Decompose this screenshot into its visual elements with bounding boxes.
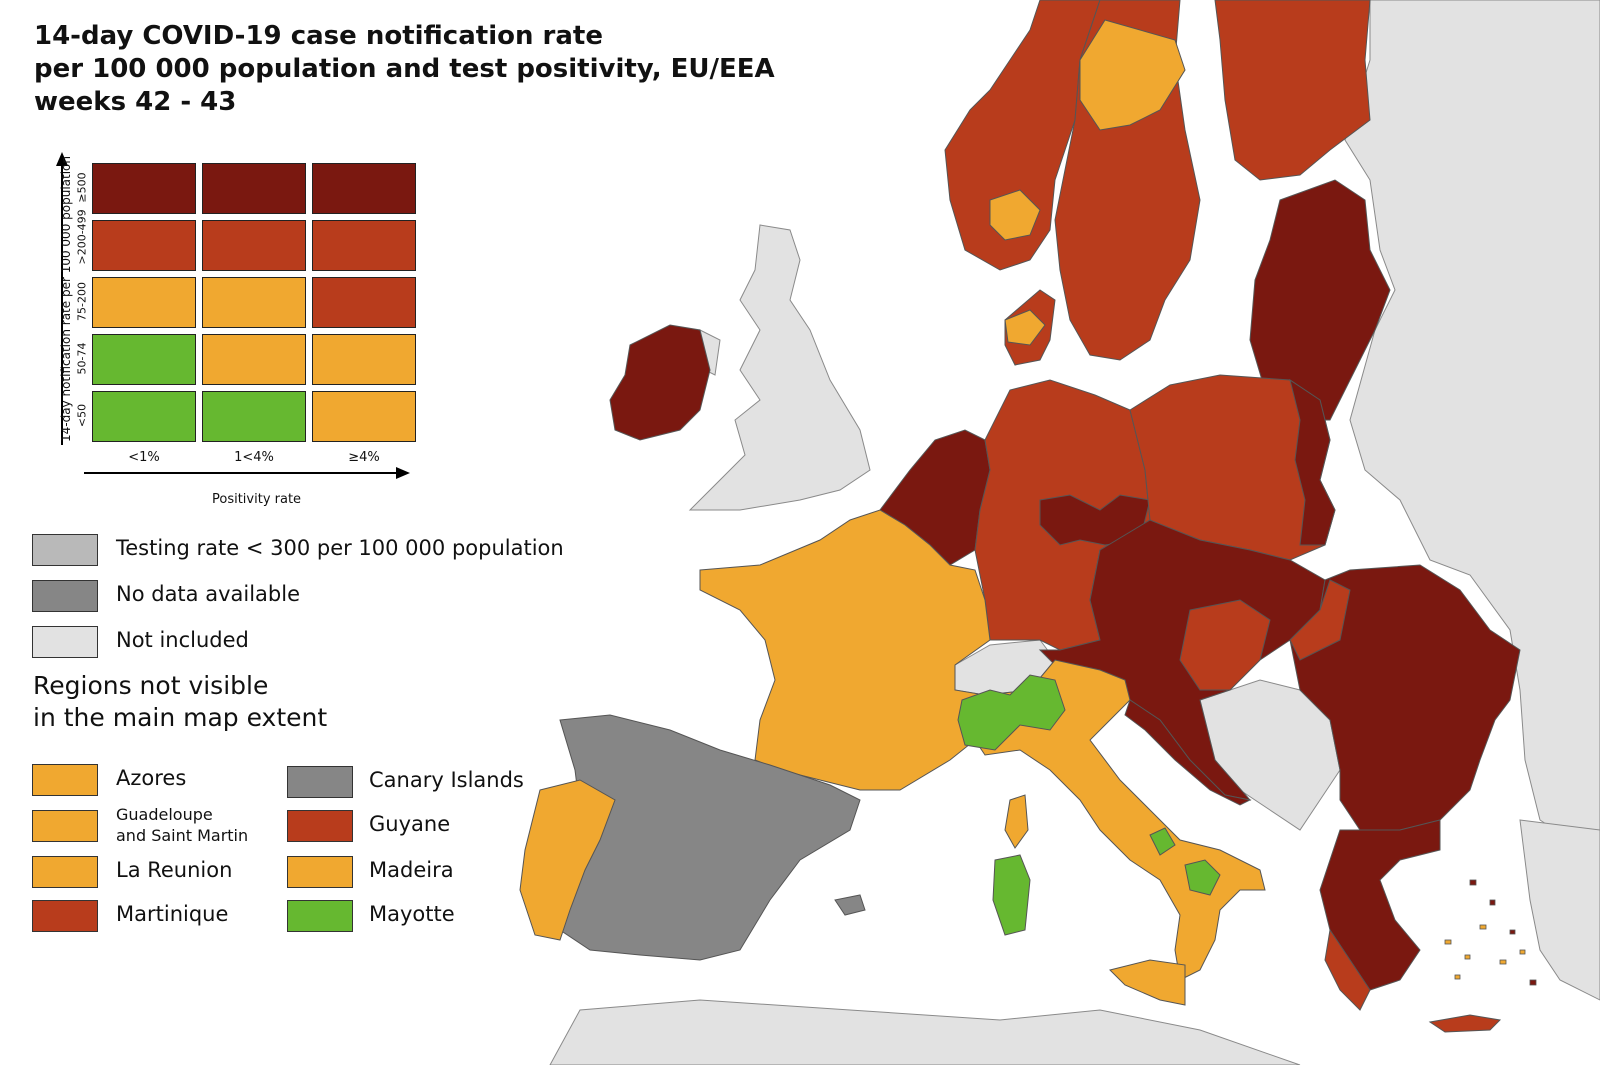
- sweden-orange-region: [1079, 19, 1186, 131]
- region-guadeloupe: Guadeloupe and Saint Martin: [116, 804, 248, 846]
- matrix-cell: [92, 277, 196, 328]
- matrix-cell: [202, 277, 306, 328]
- turkey-not-included: [1519, 819, 1600, 1001]
- swatch-guadeloupe: [32, 810, 98, 842]
- matrix-cell: [92, 391, 196, 442]
- swatch-low-testing: [32, 534, 98, 566]
- swatch-azores: [32, 764, 98, 796]
- romania-bulgaria: [1289, 564, 1521, 831]
- finland: [1214, 0, 1371, 181]
- matrix-row-label: ≥500: [75, 172, 89, 203]
- matrix-y-axis-title: 14-day notification rate per 100 000 pop…: [59, 156, 73, 443]
- region-azores: Azores: [116, 766, 187, 790]
- matrix-row-label: <50: [75, 403, 89, 428]
- ireland: [609, 324, 711, 441]
- matrix-cell: [312, 391, 416, 442]
- matrix-axes: [56, 152, 410, 479]
- map-title: 14-day COVID-19 case notification rate p…: [34, 20, 775, 119]
- legend-low-testing: Testing rate < 300 per 100 000 populatio…: [116, 536, 564, 560]
- risk-matrix: ≥500 >200-499 75-200 50-74 <50 <1% 1<4% ≥4%: [76, 163, 424, 465]
- region-mayotte: Mayotte: [369, 902, 455, 926]
- matrix-col-label: 1<4%: [234, 450, 274, 465]
- matrix-cell: [92, 163, 196, 214]
- matrix-row-label: >200-499: [75, 209, 89, 265]
- matrix-cell: [312, 163, 416, 214]
- sicily: [1109, 959, 1186, 1006]
- east-not-included: [1344, 0, 1600, 861]
- matrix-col-label: ≥4%: [348, 450, 380, 465]
- matrix-row-label: 50-74: [75, 342, 89, 375]
- region-martinique: Martinique: [116, 902, 229, 926]
- title-line-2: per 100 000 population and test positivi…: [34, 54, 775, 84]
- italy-green-north: [957, 674, 1066, 751]
- regions-heading-line-2: in the main map extent: [33, 703, 328, 732]
- swatch-madeira: [287, 856, 353, 888]
- hungary-red: [1179, 599, 1271, 691]
- baltics: [1249, 179, 1391, 421]
- portugal: [519, 779, 616, 941]
- matrix-cell: [92, 220, 196, 271]
- swatch-not-included: [32, 626, 98, 658]
- region-guyane: Guyane: [369, 812, 451, 836]
- balearics: [834, 894, 866, 916]
- sardinia: [992, 854, 1031, 936]
- legend-no-data: No data available: [116, 582, 300, 606]
- matrix-cell: [312, 334, 416, 385]
- swatch-la-reunion: [32, 856, 98, 888]
- swatch-canary-islands: [287, 766, 353, 798]
- title-line-3: weeks 42 - 43: [34, 87, 237, 117]
- swatch-martinique: [32, 900, 98, 932]
- matrix-cell: [312, 277, 416, 328]
- matrix-cell: [92, 334, 196, 385]
- matrix-row-label: 75-200: [75, 282, 89, 321]
- matrix-cell: [312, 220, 416, 271]
- norway-orange-region: [989, 189, 1041, 241]
- swatch-mayotte: [287, 900, 353, 932]
- matrix-x-axis-title: Positivity rate: [212, 492, 302, 507]
- title-line-1: 14-day COVID-19 case notification rate: [34, 21, 603, 51]
- matrix-cell: [202, 391, 306, 442]
- italy: [974, 659, 1266, 981]
- region-madeira: Madeira: [369, 858, 454, 882]
- region-guadeloupe-line-1: Guadeloupe: [116, 805, 213, 824]
- legend-not-included: Not included: [116, 628, 249, 652]
- region-guadeloupe-line-2: and Saint Martin: [116, 826, 249, 845]
- uk-not-included: [688, 224, 871, 511]
- crete: [1428, 1014, 1502, 1033]
- region-la-reunion: La Reunion: [116, 858, 233, 882]
- matrix-cell: [202, 163, 306, 214]
- regions-heading-line-1: Regions not visible: [33, 671, 269, 700]
- matrix-cell: [202, 220, 306, 271]
- regions-heading: Regions not visible in the main map exte…: [33, 670, 327, 734]
- matrix-cell: [202, 334, 306, 385]
- swatch-no-data: [32, 580, 98, 612]
- swatch-guyane: [287, 810, 353, 842]
- corsica: [1004, 794, 1029, 849]
- matrix-col-label: <1%: [128, 450, 160, 465]
- region-canary-islands: Canary Islands: [369, 768, 524, 792]
- africa-not-included: [549, 999, 1301, 1065]
- italy-green-south: [1184, 859, 1221, 896]
